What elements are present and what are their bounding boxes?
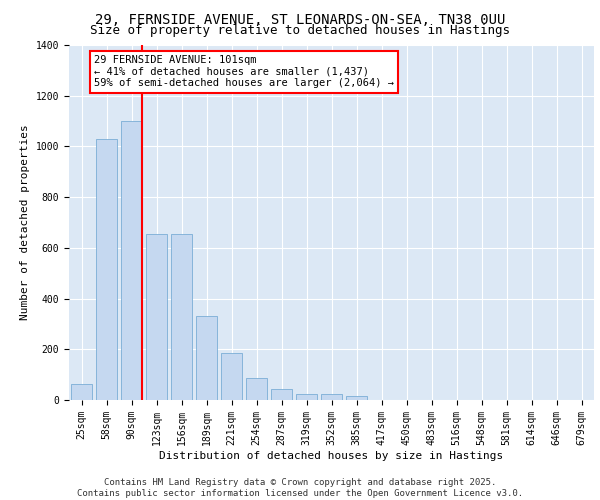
Text: 29, FERNSIDE AVENUE, ST LEONARDS-ON-SEA, TN38 0UU: 29, FERNSIDE AVENUE, ST LEONARDS-ON-SEA,…	[95, 12, 505, 26]
Bar	[196, 316, 217, 400]
Bar	[346, 396, 367, 400]
Bar	[296, 394, 317, 400]
X-axis label: Distribution of detached houses by size in Hastings: Distribution of detached houses by size …	[160, 450, 503, 460]
Bar	[71, 384, 92, 400]
Text: Size of property relative to detached houses in Hastings: Size of property relative to detached ho…	[90, 24, 510, 37]
Text: Contains HM Land Registry data © Crown copyright and database right 2025.
Contai: Contains HM Land Registry data © Crown c…	[77, 478, 523, 498]
Text: 29 FERNSIDE AVENUE: 101sqm
← 41% of detached houses are smaller (1,437)
59% of s: 29 FERNSIDE AVENUE: 101sqm ← 41% of deta…	[94, 55, 394, 88]
Bar	[321, 394, 342, 400]
Bar	[221, 353, 242, 400]
Bar	[96, 139, 117, 400]
Y-axis label: Number of detached properties: Number of detached properties	[20, 124, 30, 320]
Bar	[121, 121, 142, 400]
Bar	[171, 234, 192, 400]
Bar	[146, 234, 167, 400]
Bar	[246, 378, 267, 400]
Bar	[271, 388, 292, 400]
